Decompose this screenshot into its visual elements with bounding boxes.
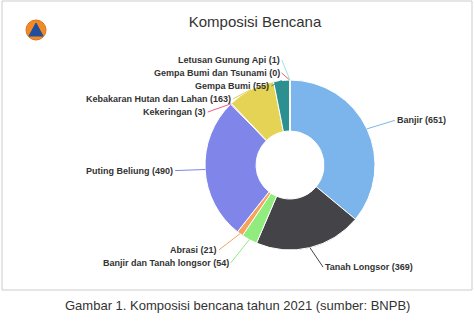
svg-text:Puting Beliung (490): Puting Beliung (490) — [86, 166, 173, 176]
svg-text:Gempa Bumi dan Tsunami (0): Gempa Bumi dan Tsunami (0) — [154, 68, 280, 78]
svg-text:Abrasi (21): Abrasi (21) — [170, 245, 217, 255]
svg-text:Komposisi Bencana: Komposisi Bencana — [189, 13, 322, 30]
svg-text:Kekeringan (3): Kekeringan (3) — [143, 107, 206, 117]
svg-text:Banjir (651): Banjir (651) — [397, 115, 446, 125]
svg-text:Tanah Longsor (369): Tanah Longsor (369) — [325, 262, 413, 272]
svg-text:Kebakaran Hutan dan Lahan (163: Kebakaran Hutan dan Lahan (163) — [86, 94, 231, 104]
svg-text:Gambar 1. Komposisi bencana ta: Gambar 1. Komposisi bencana tahun 2021 (… — [65, 298, 410, 313]
svg-text:Gempa Bumi (55): Gempa Bumi (55) — [195, 81, 269, 91]
svg-text:Letusan Gunung Api (1): Letusan Gunung Api (1) — [178, 55, 280, 65]
svg-text:Banjir dan Tanah longsor (54): Banjir dan Tanah longsor (54) — [103, 258, 229, 268]
